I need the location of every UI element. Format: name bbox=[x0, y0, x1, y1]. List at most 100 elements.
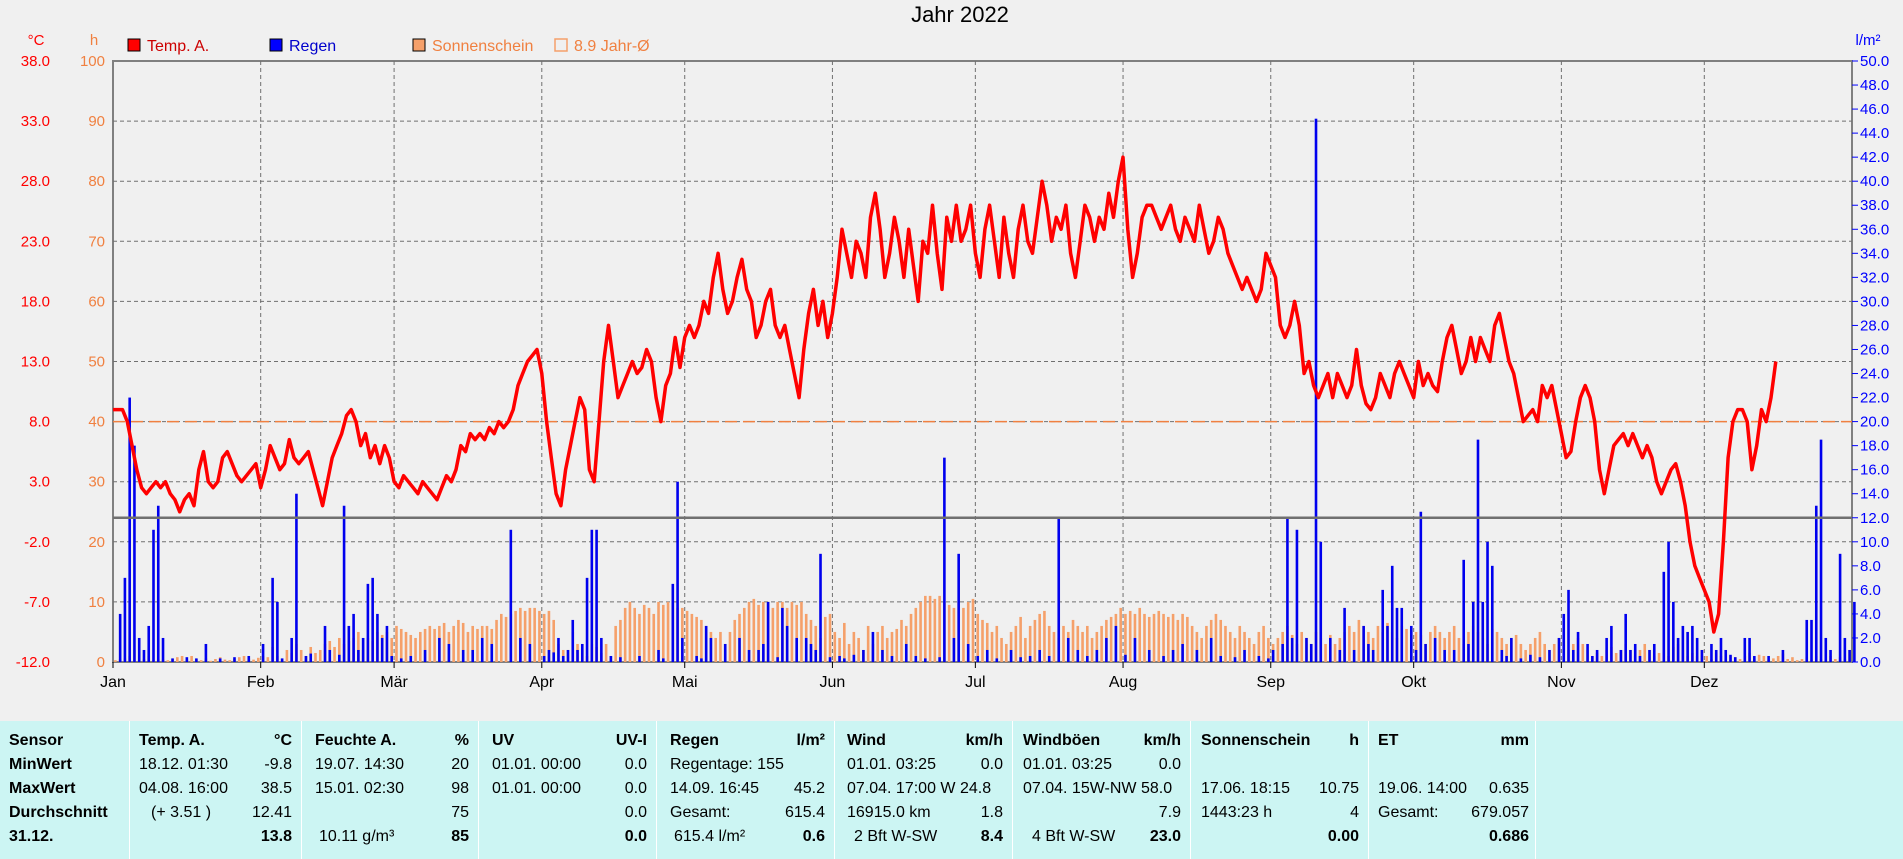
rain-bar bbox=[1414, 649, 1418, 662]
sunshine-bar bbox=[952, 607, 956, 662]
gust-avg-value: 7.9 bbox=[1158, 804, 1181, 821]
sunshine-bar bbox=[742, 607, 746, 662]
sunshine-bar bbox=[1800, 658, 1804, 662]
sunshine-bar bbox=[695, 616, 698, 662]
rain-bar bbox=[1195, 649, 1199, 662]
rain-bar bbox=[943, 457, 946, 662]
rain-bar bbox=[1490, 565, 1494, 662]
sunshine-bar bbox=[476, 628, 479, 662]
temp-tick-label: 3.0 bbox=[29, 474, 50, 491]
sunshine-bar bbox=[1252, 643, 1256, 662]
rain-bar bbox=[1672, 601, 1675, 662]
uv-min-value: 0.0 bbox=[624, 756, 647, 773]
rain-bar bbox=[528, 643, 532, 662]
et-total-value: 679.057 bbox=[1471, 804, 1529, 821]
sunshine-bar bbox=[1076, 625, 1080, 662]
sunshine-bar bbox=[318, 649, 322, 662]
rain-bar bbox=[571, 619, 575, 662]
rain-tick-label: 8.0 bbox=[1860, 558, 1881, 575]
stat-header-humidity: Feuchte A. bbox=[315, 732, 397, 749]
rain-bar bbox=[1114, 625, 1118, 662]
stat-header-sunshine: Sonnenschein bbox=[1201, 732, 1311, 749]
rain-bar bbox=[1681, 625, 1685, 662]
sunshine-bar bbox=[1300, 631, 1304, 662]
rain-bar bbox=[1295, 529, 1299, 662]
sunshine-bar bbox=[357, 631, 360, 662]
sunshine-bar bbox=[809, 619, 813, 662]
sunshine-bar bbox=[604, 643, 608, 662]
rain-current-value: 0.6 bbox=[802, 828, 825, 845]
rain-bar bbox=[328, 649, 332, 662]
rain-tick-label: 42.0 bbox=[1860, 149, 1889, 166]
rain-bar bbox=[924, 658, 927, 662]
rain-bar bbox=[1714, 649, 1718, 662]
sunshine-bar bbox=[933, 598, 937, 662]
sun-tick-label: 100 bbox=[80, 53, 105, 70]
rain-bar bbox=[828, 657, 832, 662]
rain-tick-label: 10.0 bbox=[1860, 534, 1889, 551]
rain-bar bbox=[804, 637, 808, 662]
temp-tick-label: -7.0 bbox=[24, 594, 50, 611]
sunshine-bar bbox=[1533, 637, 1537, 662]
rain-bar bbox=[519, 637, 522, 662]
sunshine-bar bbox=[890, 631, 894, 662]
sunshine-bar bbox=[1181, 613, 1184, 662]
sunshine-bar bbox=[176, 657, 179, 662]
rain-bar bbox=[1510, 637, 1513, 662]
rain-bar bbox=[952, 637, 956, 662]
sunshine-bar bbox=[199, 660, 203, 662]
stat-col-et: ET mm 19.06. 14:00 0.635 Gesamt: 679.057… bbox=[1370, 721, 1536, 859]
stat-row-minwert: MinWert bbox=[9, 756, 72, 773]
rain-bar bbox=[1057, 517, 1061, 662]
rain-bar bbox=[152, 529, 155, 662]
sunshine-bar bbox=[623, 607, 627, 662]
rain-bar bbox=[681, 637, 684, 662]
rain-bar bbox=[704, 625, 708, 662]
sunshine-bar bbox=[1152, 613, 1156, 662]
rain-bar bbox=[1691, 625, 1694, 662]
sunshine-bar bbox=[252, 659, 255, 662]
rain-bar bbox=[862, 649, 865, 662]
rain-bar bbox=[509, 529, 513, 662]
legend-swatch bbox=[554, 38, 568, 52]
rain-bar bbox=[938, 657, 941, 662]
sunshine-bar bbox=[314, 652, 317, 662]
rain-bar bbox=[385, 625, 389, 662]
rain-bar bbox=[1047, 655, 1051, 662]
rain-bar bbox=[661, 658, 665, 662]
sunshine-bar bbox=[1228, 631, 1232, 662]
uv-max-value: 0.0 bbox=[624, 780, 647, 797]
sunshine-bar bbox=[1219, 619, 1223, 662]
sunshine-bar bbox=[881, 625, 884, 662]
rain-bar bbox=[1700, 649, 1704, 662]
sunshine-bar bbox=[1614, 652, 1618, 662]
rain-tick-label: 38.0 bbox=[1860, 197, 1889, 214]
stat-col-sensor: Sensor MinWert MaxWert Durchschnitt 31.1… bbox=[0, 721, 130, 859]
rain-bar bbox=[1162, 655, 1165, 662]
rain-bar bbox=[261, 643, 265, 662]
month-label: Sep bbox=[1257, 674, 1286, 691]
sunshine-bar bbox=[847, 643, 851, 662]
temp-tick-label: 18.0 bbox=[21, 293, 50, 310]
sunshine-bar bbox=[1024, 637, 1027, 662]
temp-current-value: 13.8 bbox=[260, 828, 292, 845]
rain-bar bbox=[1824, 637, 1828, 662]
month-label: Jun bbox=[820, 674, 846, 691]
rain-bar bbox=[1819, 439, 1823, 662]
rain-bar bbox=[461, 649, 465, 662]
rain-bar bbox=[700, 658, 703, 662]
sunshine-bar bbox=[1333, 643, 1337, 662]
rain-bar bbox=[561, 655, 565, 662]
stat-header-et: ET bbox=[1378, 732, 1399, 749]
sunshine-bar bbox=[1138, 607, 1142, 662]
stat-unit-uv: UV-I bbox=[615, 732, 647, 749]
sunshine-bar bbox=[814, 625, 818, 662]
sunshine-bar bbox=[728, 631, 732, 662]
sunshine-bar bbox=[1834, 658, 1837, 662]
rain-bar bbox=[995, 658, 999, 662]
sunshine-bar bbox=[938, 595, 941, 662]
sunshine-bar bbox=[828, 613, 832, 662]
month-label: Aug bbox=[1109, 674, 1137, 691]
rain-bar bbox=[1290, 637, 1294, 662]
sun-tick-label: 80 bbox=[88, 173, 105, 190]
